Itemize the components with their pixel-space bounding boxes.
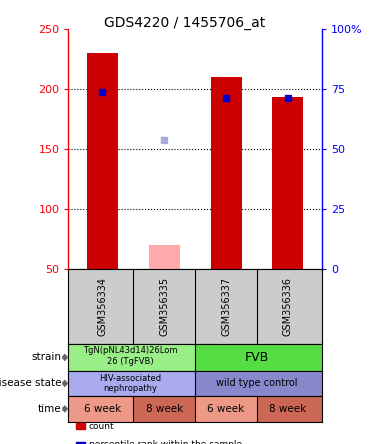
Bar [68, 344, 195, 371]
Bar [211, 77, 242, 269]
Text: GSM356337: GSM356337 [221, 277, 231, 336]
Bar [195, 344, 322, 371]
Text: 6 week: 6 week [208, 404, 245, 414]
Bar [272, 97, 303, 269]
Bar [133, 396, 195, 422]
Text: 8 week: 8 week [146, 404, 183, 414]
Bar [68, 371, 195, 396]
Text: 8 week: 8 week [269, 404, 306, 414]
Bar [87, 53, 118, 269]
Text: time: time [37, 404, 61, 414]
Bar [149, 245, 180, 269]
Text: HIV-associated
nephropathy: HIV-associated nephropathy [99, 374, 161, 393]
Text: wild type control: wild type control [216, 378, 298, 388]
Text: GSM356336: GSM356336 [283, 277, 293, 336]
Text: GSM356335: GSM356335 [159, 277, 169, 336]
Bar [68, 396, 133, 422]
Bar [257, 396, 322, 422]
Text: 6 week: 6 week [84, 404, 121, 414]
Text: TgN(pNL43d14)26Lom
26 (TgFVB): TgN(pNL43d14)26Lom 26 (TgFVB) [83, 346, 178, 366]
Text: GDS4220 / 1455706_at: GDS4220 / 1455706_at [104, 16, 266, 30]
Text: strain: strain [31, 353, 61, 362]
Bar [195, 371, 322, 396]
Text: count: count [89, 422, 114, 431]
Text: disease state: disease state [0, 378, 61, 388]
Text: FVB: FVB [245, 351, 269, 364]
Text: percentile rank within the sample: percentile rank within the sample [89, 440, 242, 444]
Bar [195, 396, 257, 422]
Text: GSM356334: GSM356334 [97, 277, 107, 336]
